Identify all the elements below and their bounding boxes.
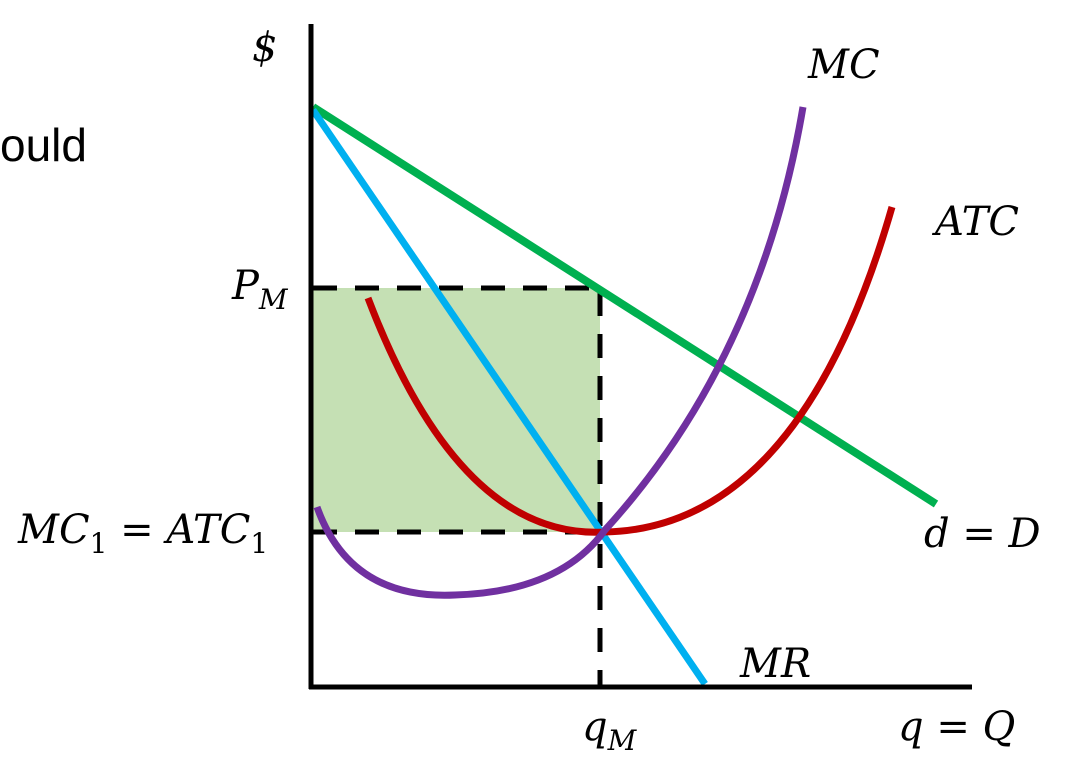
mr-label: MR [740,641,812,687]
atc-label: ATC [935,199,1019,245]
price-label: PM [232,263,288,316]
demand-curve [310,103,939,508]
y-axis-label: $ [252,25,278,71]
cut-off-side-text: ould [0,119,87,171]
x-axis-label: q = Q [898,704,1016,750]
mc-label: MC [808,42,880,88]
quantity-label: qM [582,704,637,757]
average-total-cost-curve [364,206,896,536]
cost-label: MC1 = ATC1 [18,507,269,560]
profit-area [313,288,600,532]
marginal-revenue-curve [310,108,708,686]
marginal-cost-curve [313,106,807,599]
demand-label: d = D [924,511,1041,557]
